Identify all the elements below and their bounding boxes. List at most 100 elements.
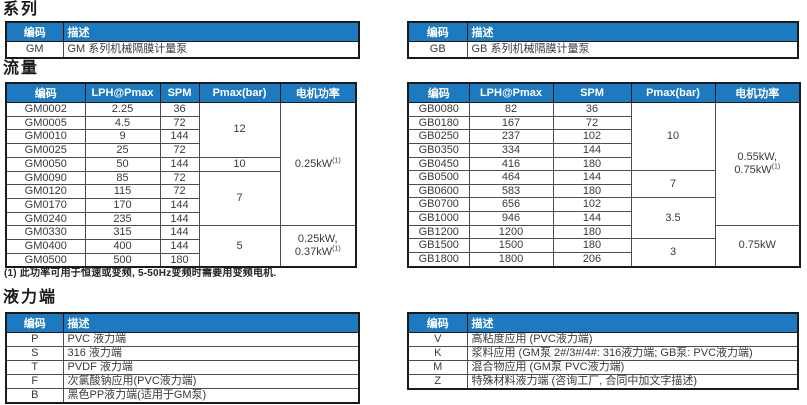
flow-row: GB0700 656 102 3.5 bbox=[407, 197, 800, 240]
column-header: 描述 bbox=[62, 312, 360, 333]
lph-cell: 656 bbox=[468, 197, 554, 213]
flow-row: GB0080 82 36 10 0.55kW, 0.75kW(1) bbox=[407, 101, 801, 226]
code-cell: GB0080 bbox=[407, 102, 470, 117]
table-row: T PVDF 液力端 bbox=[5, 360, 360, 375]
flow-row: GB0600 583 180 bbox=[407, 183, 800, 199]
pmax-cell: 10 bbox=[630, 101, 716, 172]
spm-cell: 180 bbox=[552, 238, 632, 254]
description-cell: PVC 液力端 bbox=[62, 332, 360, 347]
lph-cell: 237 bbox=[468, 129, 554, 144]
series-table-gm-inner: 编码 描述 GM GM 系列机械隔膜计量泵 bbox=[5, 21, 360, 59]
flow-row: GM0400 400 144 bbox=[5, 238, 356, 254]
code-cell: B bbox=[5, 388, 64, 404]
spm-cell: 36 bbox=[159, 102, 200, 117]
description-cell: 浆料应用 (GM泵 2#/3#/4#: 316液力端; GB泵: PVC液力端) bbox=[466, 346, 799, 361]
lph-cell: 400 bbox=[84, 238, 161, 254]
table-row: S 316 液力端 bbox=[5, 346, 360, 361]
flow-table-gb-inner: 编码 LPH@Pmax SPM Pmax(bar) 电机功率 GB0080 82 36 10 0.… bbox=[407, 82, 801, 268]
hydraulic-table-gm-inner: 编码 描述 P PVC 液力端 S 316 液力端 T PVDF 液力端 F 次氯酸钠应用(PVC… bbox=[5, 312, 360, 404]
spm-cell: 180 bbox=[552, 156, 632, 172]
lph-cell: 1500 bbox=[468, 238, 554, 254]
spm-cell: 144 bbox=[159, 211, 200, 227]
lph-cell: 500 bbox=[84, 252, 161, 268]
description-cell: 高粘度应用 (PVC液力端) bbox=[466, 332, 799, 347]
description-cell: PVDF 液力端 bbox=[62, 360, 360, 375]
code-cell: GM0005 bbox=[5, 115, 86, 131]
flow-row: GM0025 25 72 bbox=[5, 142, 356, 158]
table-row: M 混合物应用 (GM泵 PVC液力端) bbox=[407, 360, 799, 375]
table-row: Z 特殊材料液力端 (咨询工厂, 合同中加文字描述) bbox=[407, 374, 799, 390]
flow-row: GB1200 1200 180 0.75kW bbox=[407, 224, 801, 268]
pmax-cell: 5 bbox=[198, 225, 281, 268]
lph-cell: 9 bbox=[84, 129, 161, 144]
column-header: 编码 bbox=[5, 21, 64, 42]
code-cell: GM0240 bbox=[5, 211, 86, 227]
lph-cell: 583 bbox=[468, 183, 554, 199]
lph-cell: 4.5 bbox=[84, 115, 161, 131]
flow-row: GM0330 315 144 5 0.25kW, 0.37kW(1) bbox=[5, 225, 357, 268]
flow-row: GB0450 416 180 bbox=[407, 156, 800, 172]
header-row: 编码 描述 bbox=[5, 312, 360, 333]
flow-row: GB1500 1500 180 3 bbox=[407, 238, 800, 268]
code-cell: GM0002 bbox=[5, 102, 86, 117]
code-cell: GB0350 bbox=[407, 142, 470, 158]
table-row: F 次氯酸钠应用(PVC液力端) bbox=[5, 374, 360, 389]
flow-row: GM0002 2.25 36 12 0.25kW(1) bbox=[5, 101, 357, 227]
lph-cell: 82 bbox=[468, 102, 554, 117]
spm-cell: 72 bbox=[552, 115, 632, 131]
spm-cell: 102 bbox=[552, 129, 632, 144]
flow-row: GM0500 500 180 bbox=[5, 252, 356, 268]
table-row: K 浆料应用 (GM泵 2#/3#/4#: 316液力端; GB泵: PVC液力端… bbox=[407, 346, 799, 361]
lph-cell: 25 bbox=[84, 142, 161, 158]
column-header: 编码 bbox=[407, 21, 468, 42]
description-cell: 混合物应用 (GM泵 PVC液力端) bbox=[466, 360, 799, 375]
lph-cell: 115 bbox=[84, 184, 161, 200]
spm-cell: 180 bbox=[552, 183, 632, 199]
column-header: LPH@Pmax bbox=[468, 82, 554, 103]
spm-cell: 36 bbox=[552, 102, 632, 117]
description-cell: 次氯酸钠应用(PVC液力端) bbox=[62, 374, 360, 389]
motor-power-cell: 0.25kW(1) bbox=[279, 101, 357, 227]
code-cell: Z bbox=[407, 374, 468, 390]
column-header: LPH@Pmax bbox=[84, 82, 161, 103]
lph-cell: 167 bbox=[468, 115, 554, 131]
series-table-gm: 编码 描述 GM GM 系列机械隔膜计量泵 bbox=[5, 21, 360, 59]
header-row: 编码 LPH@Pmax SPM Pmax(bar) 电机功率 bbox=[5, 82, 357, 103]
column-header: 电机功率 bbox=[714, 82, 801, 103]
table-row: GB GB 系列机械隔膜计量泵 bbox=[407, 41, 799, 59]
column-header: 描述 bbox=[62, 21, 360, 42]
code-cell: GM0500 bbox=[5, 252, 86, 268]
code-cell: GB0700 bbox=[407, 197, 470, 213]
lph-cell: 1200 bbox=[468, 224, 554, 240]
code-cell: GM0050 bbox=[5, 156, 86, 172]
lph-cell: 235 bbox=[84, 211, 161, 227]
code-cell: GM0010 bbox=[5, 129, 86, 144]
code-cell: GB0600 bbox=[407, 183, 470, 199]
description-cell: 特殊材料液力端 (咨询工厂, 合同中加文字描述) bbox=[466, 374, 799, 390]
spm-cell: 144 bbox=[552, 142, 632, 158]
pmax-cell: 3 bbox=[630, 238, 716, 268]
flow-row: GB0250 237 102 bbox=[407, 129, 800, 144]
motor-power-cell: 0.25kW, 0.37kW(1) bbox=[279, 225, 357, 268]
column-header: SPM bbox=[552, 82, 632, 103]
code-cell: GM0170 bbox=[5, 198, 86, 213]
flow-row: GM0170 170 144 bbox=[5, 198, 356, 213]
flow-row: GB0350 334 144 bbox=[407, 142, 800, 158]
column-header: SPM bbox=[159, 82, 200, 103]
flow-table-gm-inner: 编码 LPH@Pmax SPM Pmax(bar) 电机功率 GM0002 2.25 36 12… bbox=[5, 82, 357, 269]
header-row: 编码 描述 bbox=[407, 312, 799, 333]
motor-power-cell: 0.75kW bbox=[714, 224, 801, 268]
section-heading-series: 系列 bbox=[3, 1, 40, 18]
header-row: 编码 描述 bbox=[407, 21, 799, 42]
spm-cell: 144 bbox=[552, 170, 632, 185]
code-cell: GB bbox=[407, 41, 468, 59]
header-row: 编码 描述 bbox=[5, 21, 360, 42]
column-header: 编码 bbox=[5, 82, 86, 103]
flow-row: GB0500 464 144 7 bbox=[407, 170, 800, 199]
column-header: 编码 bbox=[407, 82, 470, 103]
flow-table-gb: 编码 LPH@Pmax SPM Pmax(bar) 电机功率 GB0080 82 36 10 0.… bbox=[407, 82, 801, 268]
footnote-ref: (1) bbox=[332, 156, 341, 164]
spm-cell: 144 bbox=[159, 225, 200, 240]
table-row: V 高粘度应用 (PVC液力端) bbox=[407, 332, 799, 347]
